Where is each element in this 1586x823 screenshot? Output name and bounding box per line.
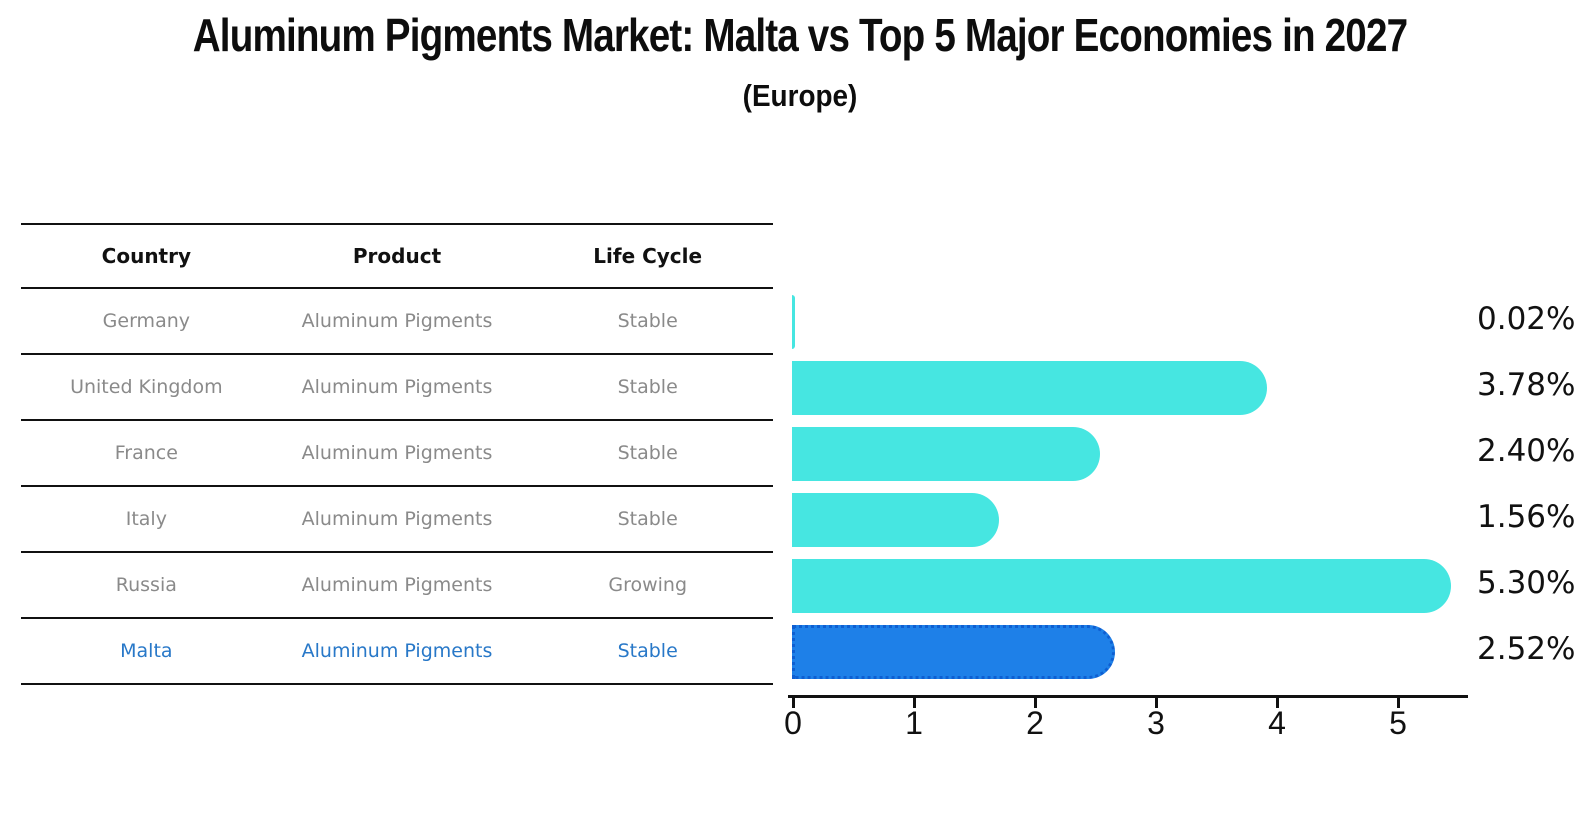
x-axis-tick-0 <box>792 698 795 708</box>
x-axis-tick-4 <box>1276 698 1279 708</box>
table-header-row: Country Product Life Cycle <box>21 223 773 289</box>
x-axis-tick-1 <box>913 698 916 708</box>
x-axis-ticklabel-2: 2 <box>1026 705 1044 741</box>
x-axis-tick-5 <box>1397 698 1400 708</box>
cell-country: France <box>114 442 178 464</box>
column-header-life-cycle: Life Cycle <box>593 244 703 268</box>
value-label-france: 2.40% <box>1477 433 1576 469</box>
value-label-united-kingdom: 3.78% <box>1477 367 1576 403</box>
cell-product: Aluminum Pigments <box>301 574 493 596</box>
cell-country: Italy <box>125 508 167 530</box>
cell-life-cycle: Stable <box>617 376 678 398</box>
table-row-france: France Aluminum Pigments Stable <box>21 421 773 487</box>
x-axis-tick-2 <box>1034 698 1037 708</box>
x-axis-ticklabel-3: 3 <box>1147 705 1165 741</box>
cell-country: Germany <box>102 310 190 332</box>
bar-italy <box>792 493 999 547</box>
cell-life-cycle: Stable <box>617 508 678 530</box>
bar-united-kingdom <box>792 361 1268 415</box>
cell-country: Malta <box>120 640 173 662</box>
cell-life-cycle: Stable <box>617 640 678 662</box>
x-axis-ticklabel-0: 0 <box>784 705 802 741</box>
x-axis-ticklabel-1: 1 <box>905 705 923 741</box>
cell-life-cycle: Growing <box>608 574 688 596</box>
column-header-country: Country <box>101 244 192 268</box>
table-row-italy: Italy Aluminum Pigments Stable <box>21 487 773 553</box>
cell-product: Aluminum Pigments <box>301 640 493 662</box>
x-axis-line <box>788 695 1468 698</box>
x-axis-ticklabel-4: 4 <box>1268 705 1286 741</box>
cell-product: Aluminum Pigments <box>301 442 493 464</box>
table-row-malta: Malta Aluminum Pigments Stable <box>21 619 773 685</box>
chart-subtitle: (Europe) <box>742 78 858 113</box>
value-label-malta: 2.52% <box>1477 631 1576 667</box>
table-row-united-kingdom: United Kingdom Aluminum Pigments Stable <box>21 355 773 421</box>
x-axis-ticklabel-5: 5 <box>1389 705 1407 741</box>
chart-title: Aluminum Pigments Market: Malta vs Top 5… <box>192 9 1408 61</box>
cell-product: Aluminum Pigments <box>301 310 493 332</box>
value-label-italy: 1.56% <box>1477 499 1576 535</box>
column-header-product: Product <box>352 244 442 268</box>
cell-life-cycle: Stable <box>617 442 678 464</box>
cell-life-cycle: Stable <box>617 310 678 332</box>
cell-country: Russia <box>115 574 177 596</box>
bar-germany <box>792 295 795 349</box>
value-label-germany: 0.02% <box>1477 301 1576 337</box>
value-label-russia: 5.30% <box>1477 565 1576 601</box>
bar-russia <box>792 559 1452 613</box>
table-row-russia: Russia Aluminum Pigments Growing <box>21 553 773 619</box>
cell-product: Aluminum Pigments <box>301 376 493 398</box>
country-table: Country Product Life Cycle Germany Aluminum … <box>21 223 773 685</box>
cell-product: Aluminum Pigments <box>301 508 493 530</box>
cell-country: United Kingdom <box>70 376 223 398</box>
x-axis-tick-3 <box>1155 698 1158 708</box>
bar-malta <box>792 625 1115 679</box>
bar-france <box>792 427 1101 481</box>
table-row-germany: Germany Aluminum Pigments Stable <box>21 289 773 355</box>
